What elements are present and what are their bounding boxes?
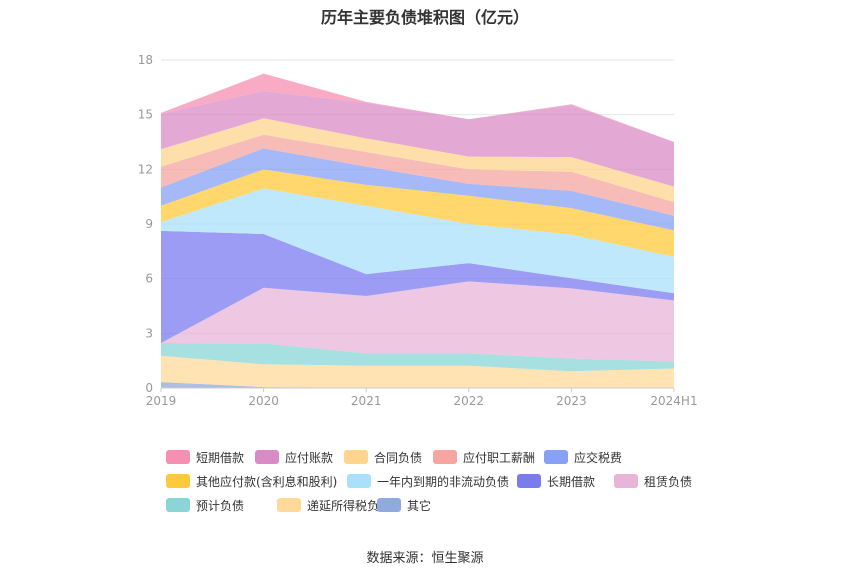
- x-tick-label: 2024H1: [650, 394, 697, 408]
- legend-item[interactable]: 租赁负债: [614, 472, 692, 490]
- area-series: [161, 230, 674, 343]
- x-tick-label: 2022: [454, 394, 485, 408]
- legend-label: 长期借款: [547, 474, 596, 489]
- y-tick-label: 12: [138, 162, 153, 176]
- legend-item[interactable]: 应付职工薪酬: [433, 448, 535, 466]
- legend-swatch: [517, 474, 541, 488]
- area-series: [161, 342, 674, 372]
- legend-label: 一年内到期的非流动负债: [377, 474, 510, 489]
- legend-item[interactable]: 其它: [377, 496, 431, 514]
- legend-item[interactable]: 短期借款: [166, 448, 244, 466]
- area-series: [161, 188, 674, 294]
- area-series: [161, 73, 674, 142]
- y-tick-label: 3: [145, 326, 153, 340]
- area-series: [161, 281, 674, 362]
- y-tick-label: 18: [138, 53, 153, 67]
- legend-swatch: [347, 474, 371, 488]
- area-series: [161, 355, 674, 388]
- legend-label: 应交税费: [574, 450, 623, 465]
- legend-item[interactable]: 其他应付款(含利息和股利): [166, 472, 337, 490]
- legend-label: 应付账款: [285, 450, 334, 465]
- legend-item[interactable]: 合同负债: [344, 448, 422, 466]
- legend-swatch: [277, 498, 301, 512]
- legend-label: 预计负债: [196, 498, 245, 513]
- legend-label: 应付职工薪酬: [463, 450, 536, 465]
- legend-label: 短期借款: [196, 450, 245, 465]
- x-tick-label: 2020: [248, 394, 279, 408]
- legend-swatch: [166, 450, 190, 464]
- legend-item[interactable]: 预计负债: [166, 496, 244, 514]
- legend-item[interactable]: 长期借款: [517, 472, 595, 490]
- legend-label: 其它: [407, 498, 432, 513]
- y-tick-label: 9: [145, 217, 153, 231]
- x-tick-label: 2021: [351, 394, 382, 408]
- legend-swatch: [166, 498, 190, 512]
- area-series: [161, 169, 674, 257]
- x-tick-label: 2019: [146, 394, 177, 408]
- y-tick-label: 15: [138, 108, 153, 122]
- legend-swatch: [166, 474, 190, 488]
- legend-swatch: [377, 498, 401, 512]
- legend-label: 其他应付款(含利息和股利): [196, 474, 338, 489]
- area-series: [161, 134, 674, 216]
- area-series: [161, 118, 674, 203]
- area-series: [161, 382, 674, 388]
- legend-item[interactable]: 一年内到期的非流动负债: [347, 472, 509, 490]
- legend-swatch: [344, 450, 368, 464]
- legend-label: 递延所得税负债: [307, 498, 392, 513]
- y-tick-label: 0: [145, 381, 153, 395]
- area-series: [161, 148, 674, 231]
- legend-label: 合同负债: [374, 450, 423, 465]
- y-tick-label: 6: [145, 272, 153, 286]
- legend-item[interactable]: 应交税费: [544, 448, 622, 466]
- legend-swatch: [255, 450, 279, 464]
- legend-item[interactable]: 递延所得税负债: [277, 496, 391, 514]
- legend-label: 租赁负债: [644, 474, 693, 489]
- legend-swatch: [614, 474, 638, 488]
- legend-item[interactable]: 应付账款: [255, 448, 333, 466]
- legend-swatch: [433, 450, 457, 464]
- chart-title: 历年主要负债堆积图（亿元）: [320, 8, 529, 27]
- x-tick-label: 2023: [556, 394, 587, 408]
- data-source: 数据来源：恒生聚源: [366, 551, 484, 566]
- legend-swatch: [544, 450, 568, 464]
- area-series: [161, 90, 674, 187]
